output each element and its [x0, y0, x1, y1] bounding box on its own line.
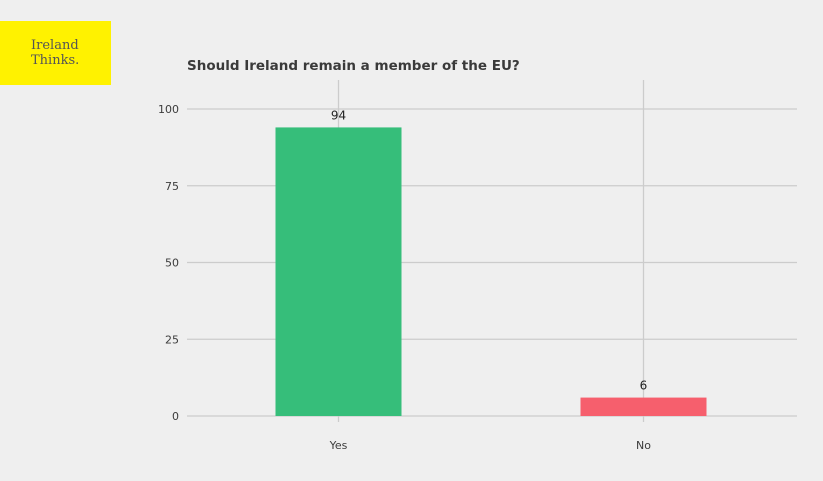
- data-label-yes: 94: [331, 108, 346, 122]
- chart-title: Should Ireland remain a member of the EU…: [187, 58, 520, 74]
- x-tick-label: No: [636, 439, 651, 452]
- logo-text: Ireland Thinks.: [31, 38, 79, 68]
- bar-yes: [275, 127, 402, 417]
- data-label-no: 6: [640, 379, 648, 393]
- y-tick-label: 50: [165, 257, 179, 270]
- x-tick-label: Yes: [329, 439, 348, 452]
- bar-no: [580, 397, 707, 416]
- y-tick-label: 75: [165, 180, 179, 193]
- ireland-thinks-logo: Ireland Thinks.: [0, 21, 111, 85]
- logo-line-1: Ireland: [31, 38, 79, 53]
- y-tick-label: 100: [158, 103, 179, 116]
- y-tick-label: 25: [165, 333, 179, 346]
- y-tick-label: 0: [172, 410, 179, 423]
- logo-line-2: Thinks.: [31, 53, 80, 68]
